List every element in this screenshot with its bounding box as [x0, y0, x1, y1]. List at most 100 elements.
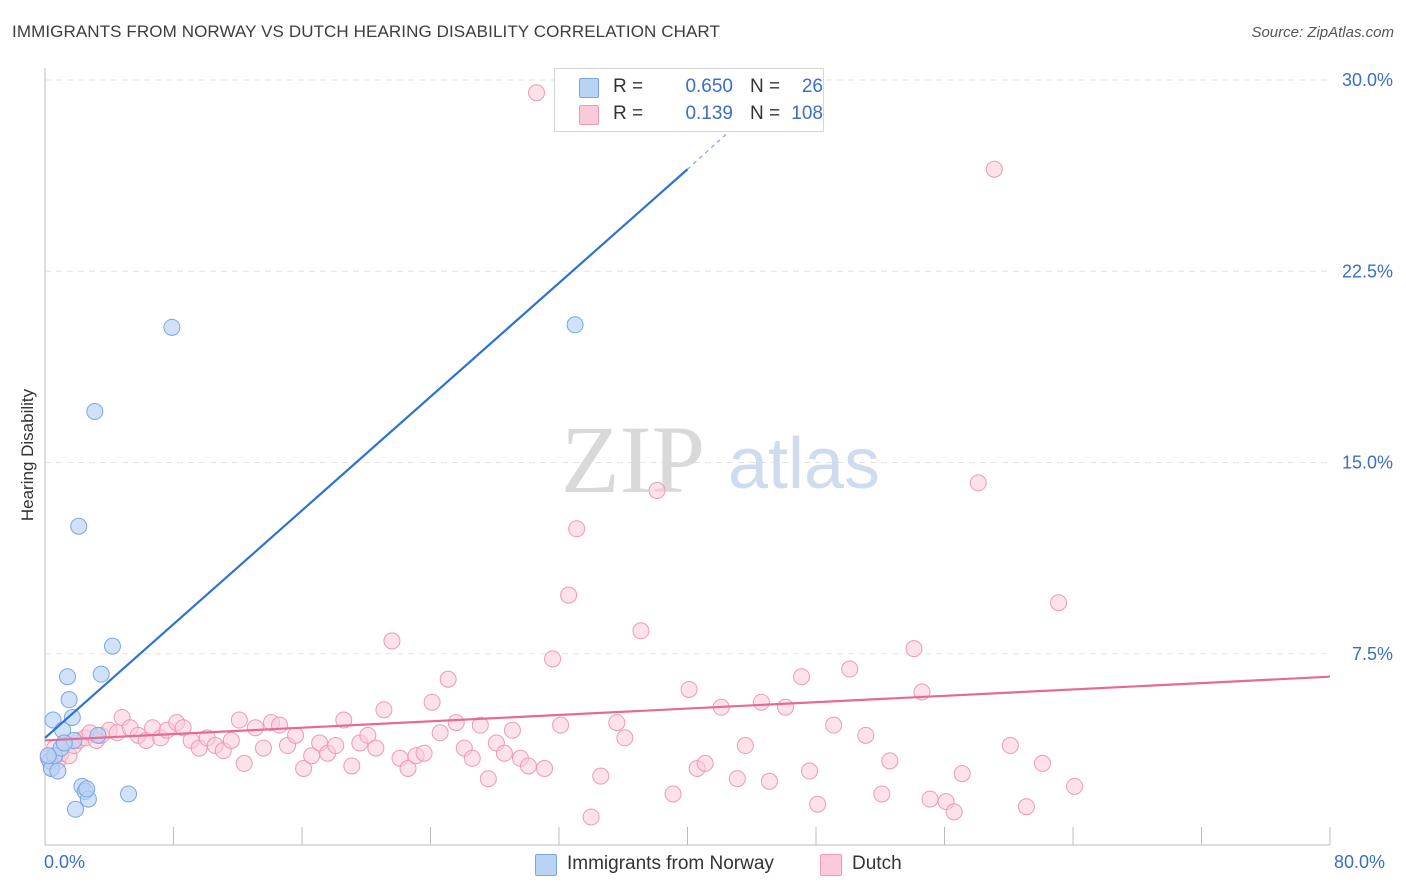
- dutch-point: [230, 711, 248, 729]
- n-label: N =: [750, 76, 781, 97]
- dutch-swatch: [820, 854, 842, 876]
- dutch-point: [736, 737, 754, 755]
- dutch-point: [752, 693, 770, 711]
- dutch-point: [447, 714, 465, 732]
- dutch-point: [359, 726, 377, 744]
- norway-point: [163, 318, 181, 336]
- n-label: N =: [750, 103, 781, 124]
- watermark-atlas: atlas: [728, 424, 880, 504]
- dutch-point: [254, 739, 272, 757]
- dutch-point: [295, 760, 313, 777]
- n-value: 108: [791, 103, 823, 124]
- dutch-point: [568, 520, 586, 538]
- y-tick-labels: 7.5% 15.0% 22.5% 30.0%: [1342, 70, 1393, 664]
- r-label: R =: [613, 76, 644, 97]
- dutch-point: [680, 680, 698, 698]
- dutch-point: [1066, 777, 1084, 795]
- y-tick-label: 22.5%: [1342, 261, 1393, 281]
- grid-layer: [45, 79, 1330, 655]
- dutch-point: [582, 808, 600, 826]
- norway-point: [78, 780, 96, 798]
- dutch-point: [776, 698, 794, 716]
- dutch-point: [945, 803, 963, 821]
- dutch-point: [327, 737, 345, 755]
- x-tick-label-min: 0.0%: [44, 852, 86, 872]
- norway-points: [39, 316, 584, 818]
- dutch-point: [174, 719, 192, 737]
- norway-point: [55, 734, 73, 752]
- legend-label: Immigrants from Norway: [567, 853, 774, 874]
- dutch-point: [335, 711, 353, 729]
- dutch-point: [801, 762, 819, 780]
- correlation-legend: R = 0.650 N = 26 R = 0.139 N = 108: [554, 68, 824, 132]
- dutch-point: [423, 693, 441, 711]
- dutch-point: [375, 701, 393, 719]
- r-label: R =: [613, 103, 644, 124]
- norway-point: [39, 747, 57, 765]
- norway-point: [60, 691, 78, 709]
- dutch-point: [235, 754, 253, 772]
- dutch-point: [471, 716, 489, 734]
- dutch-point: [222, 731, 240, 749]
- dutch-point: [905, 640, 923, 658]
- dutch-point: [881, 752, 899, 770]
- norway-point: [566, 316, 584, 334]
- dutch-point: [793, 668, 811, 686]
- dutch-point: [343, 757, 361, 775]
- dutch-point: [648, 482, 666, 500]
- norway-point: [89, 726, 107, 744]
- dutch-point: [985, 160, 1003, 178]
- norway-swatch: [535, 854, 557, 876]
- dutch-point: [287, 726, 305, 744]
- dutch-point: [463, 749, 481, 767]
- y-tick-label: 15.0%: [1342, 453, 1393, 473]
- dutch-point: [399, 760, 417, 777]
- dutch-point: [809, 795, 827, 813]
- dutch-point: [271, 716, 289, 734]
- dutch-point: [246, 719, 264, 737]
- axis-layer: [44, 68, 1331, 846]
- dutch-point: [841, 660, 859, 678]
- dutch-point: [367, 739, 385, 757]
- norway-swatch: [579, 78, 599, 98]
- dutch-point: [439, 670, 457, 688]
- dutch-point: [1033, 754, 1051, 772]
- y-tick-label: 7.5%: [1352, 644, 1393, 664]
- dutch-point: [383, 632, 401, 650]
- source-label: Source: ZipAtlas.com: [1251, 24, 1394, 41]
- dutch-trend-line: [44, 675, 1331, 742]
- norway-point: [58, 668, 76, 686]
- y-tick-label: 30.0%: [1342, 70, 1393, 90]
- dutch-swatch: [579, 105, 599, 125]
- dutch-point: [503, 721, 521, 739]
- norway-point: [49, 762, 67, 780]
- dutch-point: [616, 729, 634, 747]
- dutch-point: [519, 757, 537, 775]
- dutch-point: [592, 767, 610, 785]
- dutch-point: [1050, 594, 1068, 612]
- dutch-point: [969, 474, 987, 492]
- norway-point: [120, 785, 138, 803]
- dutch-point: [536, 760, 554, 777]
- norway-point: [63, 709, 81, 726]
- dutch-point: [696, 754, 714, 772]
- dutch-point: [560, 586, 578, 604]
- dutch-point: [728, 770, 746, 788]
- dutch-point: [552, 716, 570, 734]
- dutch-point: [953, 765, 971, 783]
- dutch-point: [1001, 737, 1019, 755]
- watermark-zip: ZIP: [561, 406, 705, 513]
- dutch-point: [608, 714, 626, 732]
- legend-label: Dutch: [852, 853, 902, 874]
- trend-lines: [44, 117, 1331, 742]
- dutch-point: [664, 785, 682, 803]
- norway-point: [86, 403, 104, 420]
- dutch-point: [921, 790, 939, 808]
- dutch-point: [873, 785, 891, 803]
- n-value: 26: [801, 76, 823, 97]
- chart-title: IMMIGRANTS FROM NORWAY VS DUTCH HEARING …: [12, 22, 720, 41]
- dutch-point: [857, 726, 875, 744]
- dutch-point: [415, 744, 433, 762]
- norway-point: [67, 800, 85, 818]
